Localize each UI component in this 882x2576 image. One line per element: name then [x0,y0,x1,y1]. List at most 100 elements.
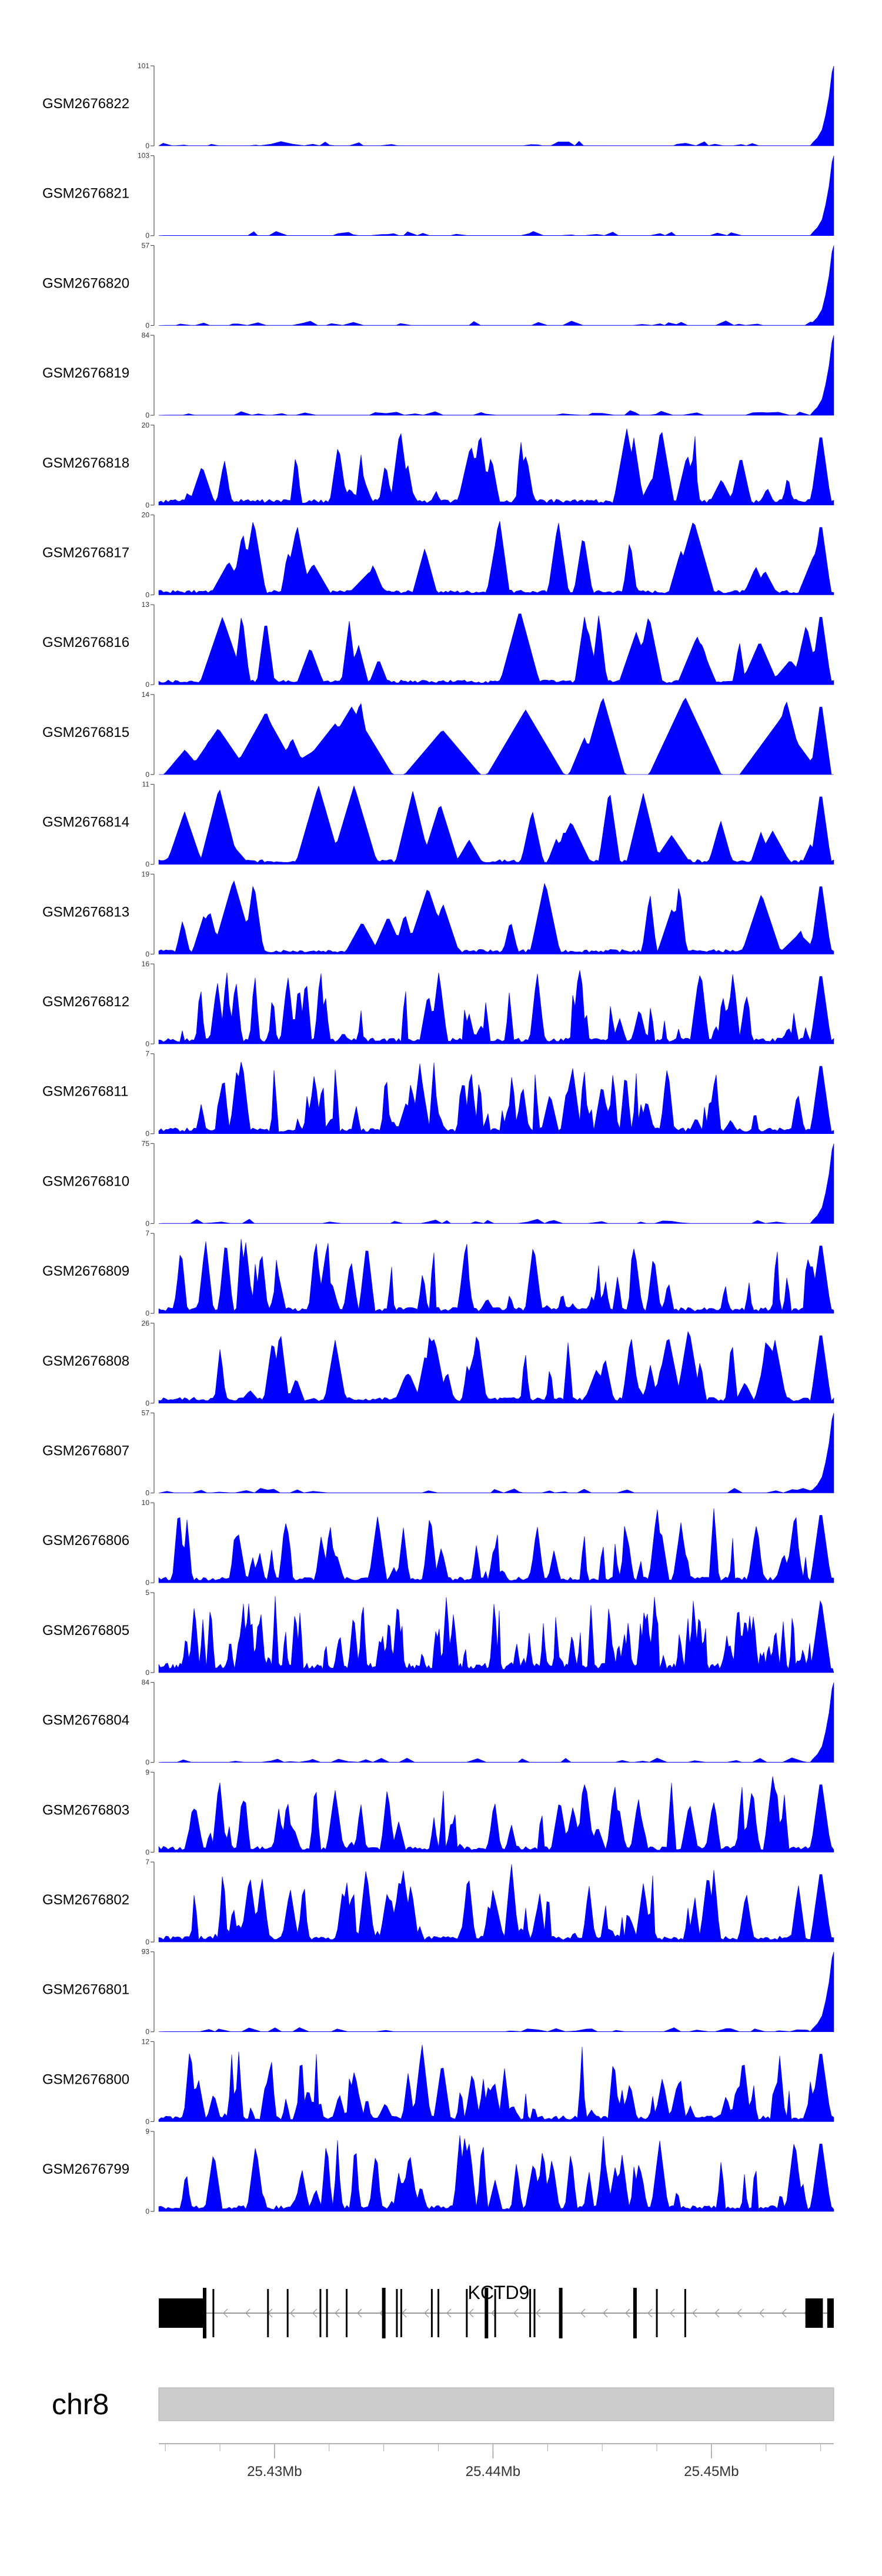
track-y-max-label: 14 [142,690,150,699]
gene-utr-block [827,2298,834,2328]
gene-exon [494,2289,496,2337]
coverage-area [158,1682,834,1763]
track-sample-label: GSM2676812 [42,994,129,1010]
strand-arrow [469,2308,474,2318]
track-y-max-label: 13 [142,600,150,609]
strand-arrow [759,2308,764,2318]
coverage-track: GSM2676804 84 0 [42,1679,834,1767]
track-y-max-label: 7 [145,1858,149,1866]
coverage-track: GSM2676810 75 0 [42,1139,834,1227]
coverage-track: GSM2676800 12 0 [42,2037,834,2125]
track-sample-label: GSM2676817 [42,545,129,561]
strand-arrow [245,2308,250,2318]
coverage-area [159,698,834,775]
coverage-track: GSM2676814 11 0 [42,780,834,869]
coverage-track: GSM2676802 7 0 [42,1858,834,1946]
chromosome-label: chr8 [52,2388,109,2421]
track-y-max-label: 12 [142,2037,150,2046]
coverage-area [158,2044,834,2122]
gene-exon [267,2289,269,2337]
track-sample-label: GSM2676808 [42,1353,129,1369]
coverage-area [158,1776,834,1853]
track-y-max-label: 26 [142,1319,150,1327]
track-sample-label: GSM2676813 [42,904,129,920]
track-y-zero-label: 0 [145,1040,149,1048]
gene-exon [286,2289,289,2337]
strand-arrow [424,2308,429,2318]
coverage-area [158,785,834,865]
track-y-zero-label: 0 [145,680,149,689]
track-sample-label: GSM2676799 [42,2161,129,2177]
track-y-max-label: 9 [145,1768,149,1776]
track-sample-label: GSM2676822 [42,96,129,112]
track-y-zero-label: 0 [145,1130,149,1138]
track-y-zero-label: 0 [145,232,149,240]
track-y-max-label: 7 [145,1050,149,1058]
track-sample-label: GSM2676815 [42,725,129,740]
track-sample-label: GSM2676820 [42,275,129,291]
track-y-zero-label: 0 [145,501,149,509]
track-y-zero-label: 0 [145,1938,149,1946]
coverage-area [158,1413,834,1493]
track-y-zero-label: 0 [145,1399,149,1407]
coverage-track: GSM2676819 84 0 [42,331,834,419]
coverage-track: GSM2676815 14 0 [42,690,834,779]
track-y-max-label: 93 [142,1948,150,1956]
track-sample-label: GSM2676803 [42,1802,129,1818]
coverage-track: GSM2676821 103 0 [42,152,834,240]
coverage-track: GSM2676808 26 0 [42,1319,834,1407]
gene-exon [559,2288,563,2338]
strand-arrow [312,2308,318,2318]
track-sample-label: GSM2676805 [42,1623,129,1639]
coverage-area [158,428,834,506]
track-y-max-label: 20 [142,511,150,519]
coverage-track: GSM2676812 16 0 [42,960,834,1048]
gene-name-label: KCTD9 [468,2282,530,2303]
strand-arrow [603,2308,608,2318]
track-sample-label: GSM2676819 [42,365,129,381]
strand-arrow [446,2308,452,2318]
track-sample-label: GSM2676810 [42,1173,129,1189]
track-y-max-label: 84 [142,1679,150,1687]
track-y-max-label: 57 [142,241,150,249]
strand-arrow [625,2308,630,2318]
gene-exon [396,2289,398,2337]
gene-exon [437,2289,440,2337]
coverage-track: GSM2676805 5 0 [42,1589,834,1677]
coverage-area [158,1951,834,2032]
track-y-zero-label: 0 [145,1489,149,1497]
strand-arrow [357,2308,362,2318]
genome-axis-tick-label: 25.44Mb [466,2464,520,2480]
track-sample-label: GSM2676814 [42,815,129,830]
gene-exon [633,2288,637,2338]
coverage-area [158,1596,834,1673]
gene-exon [203,2288,207,2338]
track-y-max-label: 75 [142,1139,150,1147]
coverage-area [158,1331,834,1404]
coverage-track: GSM2676807 57 0 [42,1409,834,1497]
strand-arrow [536,2308,541,2318]
genome-axis-tick-label: 25.43Mb [247,2464,302,2480]
coverage-track: GSM2676816 13 0 [42,600,834,689]
track-sample-label: GSM2676807 [42,1443,129,1459]
strand-arrow [670,2308,675,2318]
track-sample-label: GSM2676818 [42,455,129,471]
coverage-area [158,1062,834,1134]
coverage-area [158,613,834,685]
gene-exon [656,2289,658,2337]
strand-arrow [714,2308,720,2318]
coverage-track: GSM2676822 101 0 [42,62,834,150]
gene-exon [430,2289,433,2337]
coverage-area [158,1864,834,1943]
coverage-tracks: GSM26768221010GSM26768211030GSM267682057… [42,62,834,2215]
gene-exon [319,2289,322,2337]
gene-utr-block [805,2298,823,2328]
track-y-zero-label: 0 [145,1579,149,1587]
coverage-area [158,65,834,146]
coverage-track: GSM2676809 7 0 [42,1229,834,1317]
strand-arrow [223,2308,228,2318]
track-y-max-label: 5 [145,1589,149,1597]
track-y-zero-label: 0 [145,2207,149,2215]
track-y-max-label: 103 [138,152,149,160]
